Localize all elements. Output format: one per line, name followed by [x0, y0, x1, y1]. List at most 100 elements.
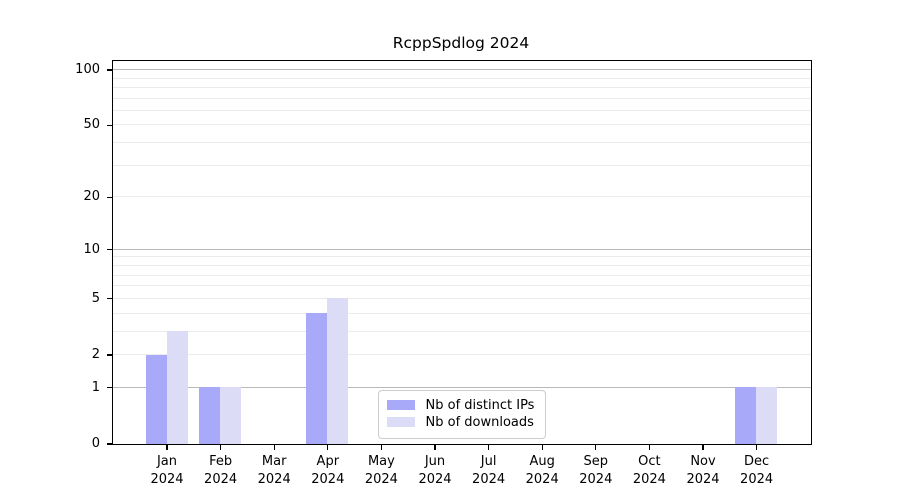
x-tick-label-aug: Aug 2024 [510, 453, 574, 488]
bar-apr-downloads [327, 298, 349, 444]
x-tick-month-text: Jan [156, 454, 178, 469]
x-tick-mark-jun [434, 445, 436, 450]
x-tick-mark-may [380, 445, 383, 450]
gridline-20 [112, 196, 811, 198]
y-tick-mark-0 [107, 443, 113, 445]
gridline-10 [112, 248, 811, 250]
gridline-2 [112, 353, 811, 355]
gridline-70 [112, 97, 811, 99]
legend: Nb of distinct IPs Nb of downloads [377, 389, 547, 439]
y-tick-mark-20 [107, 196, 113, 198]
y-tick-mark-1 [107, 387, 113, 389]
x-axis: Jan 2024 Feb 2024 Mar 2024 Apr 2024 May 2024 Jun 20… [113, 444, 811, 500]
gridline-7 [112, 274, 811, 276]
y-tick-label-50: 50 [83, 117, 100, 133]
y-tick-mark-100 [107, 69, 113, 71]
x-tick-month-text: Jul [480, 454, 497, 469]
x-tick-year-text: 2024 [740, 471, 774, 487]
bar-dec-downloads [756, 387, 778, 444]
x-tick-year-text: 2024 [525, 471, 559, 487]
y-tick-mark-2 [107, 354, 113, 356]
gridline-3 [112, 330, 811, 332]
x-tick-month-text: Apr [316, 454, 340, 469]
x-tick-label-jan: Jan 2024 [135, 453, 199, 488]
x-tick-label-mar: Mar 2024 [242, 453, 306, 488]
y-tick-mark-5 [107, 298, 113, 300]
x-tick-label-jun: Jun 2024 [403, 453, 467, 488]
x-tick-mark-nov [702, 445, 704, 450]
x-tick-label-apr: Apr 2024 [296, 453, 360, 488]
x-tick-month-text: Aug [529, 454, 555, 469]
x-tick-month-text: Dec [744, 454, 770, 469]
x-tick-year-text: 2024 [632, 471, 666, 487]
gridline-30 [112, 164, 811, 166]
x-tick-mark-sep [595, 445, 597, 450]
legend-item-distinct-ips: Nb of distinct IPs [386, 397, 535, 413]
y-tick-label-20: 20 [83, 189, 100, 205]
x-tick-month-text: Mar [261, 454, 287, 469]
x-tick-mark-jul [487, 445, 490, 450]
x-tick-mark-feb [219, 445, 222, 450]
gridline-4 [112, 312, 811, 314]
y-axis: 100 50 20 10 5 2 1 0 [0, 61, 113, 451]
gridline-8 [112, 264, 811, 266]
bar-jan-distinct-ips [145, 354, 167, 444]
bar-feb-downloads [220, 387, 242, 444]
bar-feb-distinct-ips [199, 387, 221, 444]
x-tick-label-feb: Feb 2024 [189, 453, 253, 488]
legend-label-distinct-ips: Nb of distinct IPs [425, 397, 535, 413]
x-tick-month-text: Feb [209, 454, 233, 469]
gridline-90 [112, 77, 811, 79]
x-tick-year-text: 2024 [686, 471, 720, 487]
x-tick-month-text: May [367, 454, 395, 469]
x-tick-month-text: Oct [638, 454, 661, 469]
gridline-100 [112, 69, 811, 71]
gridline-6 [112, 285, 811, 287]
x-tick-label-jul: Jul 2024 [457, 453, 521, 488]
y-tick-mark-10 [107, 249, 113, 251]
y-tick-label-100: 100 [75, 62, 100, 78]
x-tick-mark-oct [648, 445, 651, 450]
legend-item-downloads: Nb of downloads [386, 415, 535, 430]
x-tick-year-text: 2024 [257, 471, 291, 487]
x-tick-mark-dec [755, 445, 758, 450]
x-tick-label-oct: Oct 2024 [617, 453, 681, 488]
y-tick-mark-50 [107, 124, 113, 127]
x-tick-label-may: May 2024 [349, 453, 413, 488]
gridline-50 [112, 124, 811, 126]
gridline-9 [112, 256, 811, 258]
x-tick-mark-aug [541, 445, 543, 450]
x-tick-month-text: Nov [690, 454, 716, 469]
x-tick-mark-jan [166, 445, 168, 450]
gridline-40 [112, 142, 811, 144]
bar-jan-downloads [166, 331, 188, 444]
x-tick-year-text: 2024 [579, 471, 613, 487]
y-tick-label-0: 0 [91, 436, 100, 451]
x-tick-year-text: 2024 [204, 471, 238, 487]
x-tick-year-text: 2024 [418, 471, 452, 487]
chart-title: RcppSpdlog 2024 [392, 34, 530, 52]
x-tick-month-text: Jun [424, 454, 446, 469]
gridline-80 [112, 86, 811, 88]
x-tick-label-dec: Dec 2024 [725, 453, 789, 488]
legend-swatch-distinct-ips-icon [386, 400, 415, 410]
x-tick-mark-apr [327, 445, 329, 450]
x-tick-year-text: 2024 [472, 471, 506, 487]
legend-swatch-downloads-icon [386, 417, 415, 427]
y-tick-label-2: 2 [91, 346, 100, 362]
gridline-5 [112, 297, 811, 299]
x-tick-label-sep: Sep 2024 [564, 453, 628, 488]
gridline-1 [112, 386, 811, 388]
x-tick-year-text: 2024 [311, 471, 345, 487]
x-tick-year-text: 2024 [150, 471, 184, 487]
x-tick-year-text: 2024 [364, 471, 398, 487]
y-tick-label-10: 10 [83, 241, 100, 257]
bar-dec-distinct-ips [735, 387, 757, 444]
bar-apr-distinct-ips [306, 313, 328, 444]
x-tick-mark-mar [273, 445, 275, 450]
y-tick-label-5: 5 [91, 290, 100, 306]
x-tick-month-text: Sep [583, 454, 609, 469]
y-tick-label-1: 1 [91, 379, 100, 395]
plot-area: Nb of distinct IPs Nb of downloads [111, 59, 812, 445]
